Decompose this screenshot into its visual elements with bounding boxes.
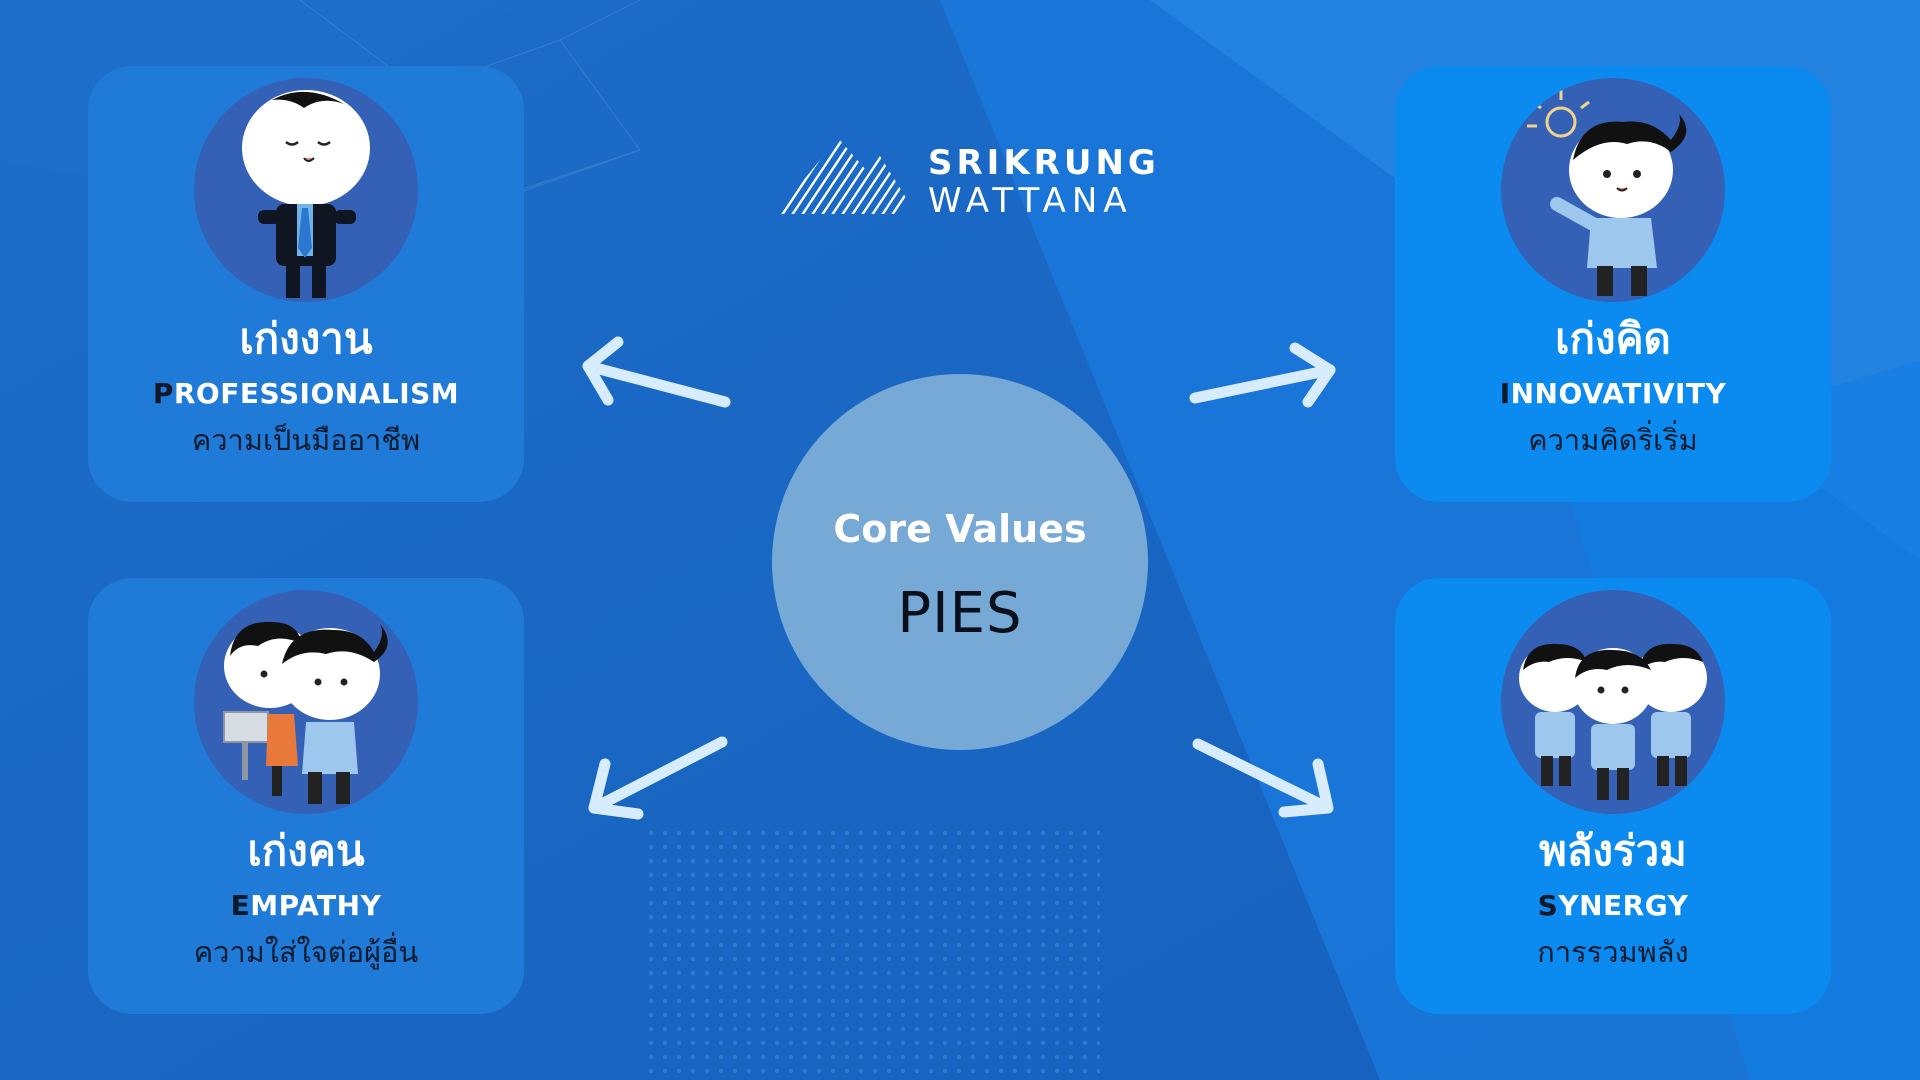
value-thai-description: ความคิดริ่เริ่ม [1528, 423, 1698, 457]
avatar-empathy [194, 590, 418, 814]
value-thai-title: เก่งงาน [239, 314, 373, 363]
value-thai-title: เก่งคิด [1555, 314, 1671, 363]
lightbulb-character-icon [1527, 90, 1687, 296]
value-thai-description: ความเป็นมืออาชีพ [191, 423, 421, 457]
value-english-title: INNOVATIVITY [1395, 380, 1831, 408]
card-empathy: เก่งคน EMPATHY ความใส่ใจต่อผู้อื่น [88, 578, 524, 1014]
brand-name-line2: WATTANA [928, 181, 1133, 221]
value-english-rest: ROFESSIONALISM [173, 377, 460, 410]
value-english-title: SYNERGY [1395, 892, 1831, 920]
value-thai-description: การรวมพลัง [1537, 935, 1689, 969]
businessman-character-icon [242, 90, 370, 298]
two-colleagues-character-icon [223, 621, 388, 804]
value-initial-letter: S [1537, 889, 1559, 922]
card-innovativity: เก่งคิด INNOVATIVITY ความคิดริ่เริ่ม [1395, 66, 1831, 502]
brand-name-line1: SRIKRUNG [928, 143, 1160, 183]
value-english-title: PROFESSIONALISM [88, 380, 524, 408]
value-english-rest: NNOVATIVITY [1510, 377, 1727, 410]
value-initial-letter: P [152, 377, 174, 410]
avatar-synergy [1501, 590, 1725, 814]
card-professionalism: เก่งงาน PROFESSIONALISM ความเป็นมืออาชีพ [88, 66, 524, 502]
value-english-rest: MPATHY [250, 889, 382, 922]
core-values-circle: Core Values PIES [772, 374, 1148, 750]
core-values-acronym: PIES [897, 581, 1023, 646]
team-hands-character-icon [1519, 643, 1707, 800]
avatar-professional [194, 78, 418, 302]
value-initial-letter: I [1499, 377, 1511, 410]
value-thai-title: พลังร่วม [1539, 826, 1687, 875]
value-thai-title: เก่งคน [247, 826, 365, 875]
brand-logo: SRIKRUNG WATTANA [776, 134, 1156, 221]
card-synergy: พลังร่วม SYNERGY การรวมพลัง [1395, 578, 1831, 1014]
value-thai-description: ความใส่ใจต่อผู้อื่น [193, 935, 419, 969]
value-english-title: EMPATHY [88, 892, 524, 920]
mountain-stripes-logo-icon [776, 138, 916, 214]
avatar-innovative [1501, 78, 1725, 302]
value-initial-letter: E [230, 889, 251, 922]
value-english-rest: YNERGY [1558, 889, 1689, 922]
core-values-title: Core Values [833, 507, 1087, 551]
